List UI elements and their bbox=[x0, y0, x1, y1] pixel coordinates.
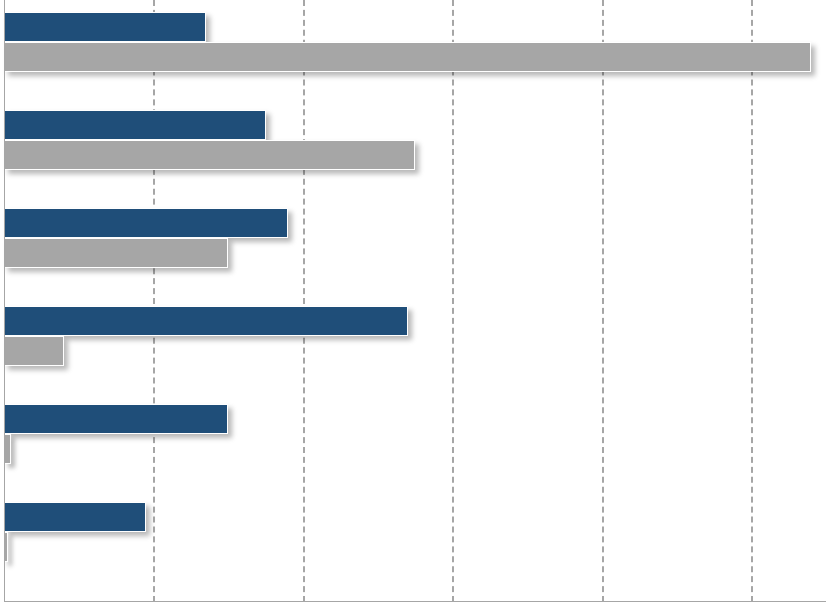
bar-series-a bbox=[4, 404, 228, 434]
bar-group bbox=[4, 496, 826, 592]
bar-series-a bbox=[4, 110, 266, 140]
bar-group bbox=[4, 300, 826, 396]
bar-series-b bbox=[4, 532, 8, 562]
plot-area bbox=[4, 0, 826, 602]
bar-group bbox=[4, 6, 826, 102]
bar-series-a bbox=[4, 12, 206, 42]
bar-group bbox=[4, 104, 826, 200]
bar-group bbox=[4, 202, 826, 298]
bar-series-b bbox=[4, 238, 228, 268]
bar-group bbox=[4, 398, 826, 494]
bar-series-a bbox=[4, 208, 288, 238]
bar-series-a bbox=[4, 306, 408, 336]
bar-series-a bbox=[4, 502, 146, 532]
bar-series-b bbox=[4, 140, 415, 170]
bar-series-b bbox=[4, 42, 811, 72]
bar-series-b bbox=[4, 336, 64, 366]
horizontal-bar-chart bbox=[0, 0, 831, 606]
bar-series-b bbox=[4, 434, 11, 464]
